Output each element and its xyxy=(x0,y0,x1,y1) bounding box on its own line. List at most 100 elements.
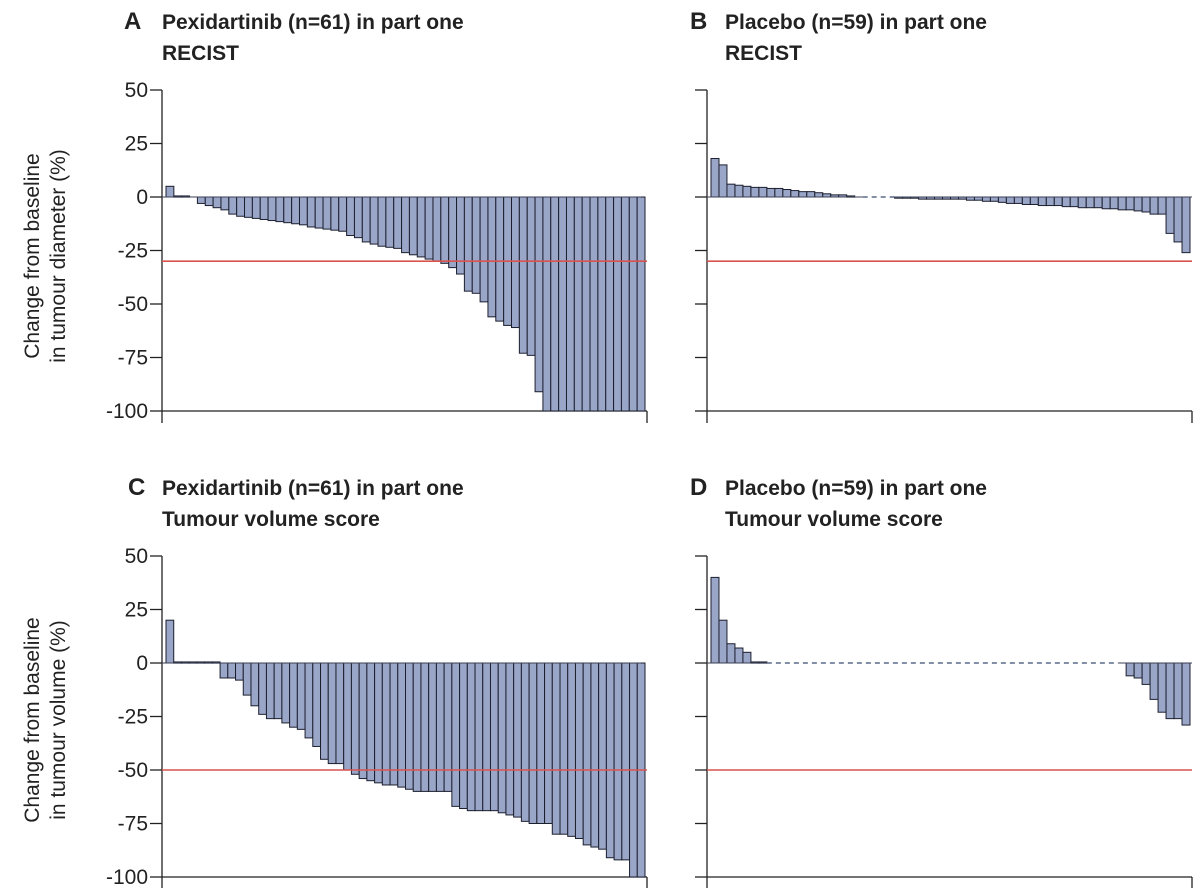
panel-a-bar xyxy=(291,196,300,225)
panel-d-bar xyxy=(1181,662,1191,726)
panel-c-ytick-label: 50 xyxy=(125,545,148,568)
panel-a-title-line1: Pexidartinib (n=61) in part one xyxy=(162,11,464,34)
panel-c-bar xyxy=(528,662,538,824)
panel-d-title-line2: Tumour volume score xyxy=(725,508,943,531)
panel-c-bar xyxy=(366,662,376,782)
panel-a-bar xyxy=(220,196,230,211)
panel-a-bar xyxy=(613,196,622,412)
panel-c-bar xyxy=(489,662,499,812)
panel-b-title-line1: Placebo (n=59) in part one xyxy=(725,11,987,34)
panel-a-bar xyxy=(589,196,599,412)
panel-a-bar xyxy=(314,196,324,229)
panel-b-bar xyxy=(718,164,728,198)
panel-a-bar xyxy=(518,196,528,354)
panel-c-bar xyxy=(567,662,576,837)
panel-c-bar xyxy=(559,662,569,835)
panel-c-ytick-label: -100 xyxy=(106,866,148,888)
panel-b-bar xyxy=(1165,196,1175,234)
panel-b-bar xyxy=(1157,196,1167,215)
panel-a-ytick-label: -100 xyxy=(106,400,148,423)
panel-c-bar xyxy=(227,662,237,679)
panel-a-ytick-label: -25 xyxy=(118,240,148,263)
panel-d-title-line1: Placebo (n=59) in part one xyxy=(725,477,987,500)
panel-c-bar xyxy=(312,662,322,747)
panel-c-bar xyxy=(536,662,546,824)
panel-b-bar xyxy=(758,186,768,198)
panel-a-ytick-label: 25 xyxy=(125,133,148,156)
panel-c-bar xyxy=(513,662,522,818)
panel-c-ytick-label: -75 xyxy=(118,813,148,836)
panel-c-bar xyxy=(551,662,561,835)
panel-a-bar xyxy=(479,196,489,303)
panel-c-bar xyxy=(258,662,267,715)
panel-a-bar xyxy=(204,196,214,207)
panel-a-bar xyxy=(628,196,638,412)
panel-b-bar xyxy=(989,196,999,202)
panel-d-bar xyxy=(1173,662,1183,720)
panel-c-bar xyxy=(505,662,515,816)
panel-c-bar xyxy=(219,662,229,679)
panel-c-bar xyxy=(621,662,631,861)
panel-a-bar xyxy=(448,196,458,269)
panel-a-bar xyxy=(244,196,253,218)
panel-a-bar xyxy=(353,196,363,239)
panel-c-ytick-label: -50 xyxy=(118,759,148,782)
panel-c-ytick-label: 0 xyxy=(136,652,148,675)
panel-a-bar xyxy=(165,185,175,198)
panel-a-ytick-label: -50 xyxy=(118,293,148,316)
panel-c-bar xyxy=(296,662,306,730)
panel-a-bar xyxy=(275,196,285,223)
panel-c-ytick-label: -25 xyxy=(118,706,148,729)
panel-c-bar xyxy=(582,662,592,846)
panel-a-bar xyxy=(298,196,308,226)
panel-c-bar xyxy=(289,662,298,728)
panel-c-bar xyxy=(435,662,445,792)
panel-c-bar xyxy=(304,662,314,739)
panel-b-bar xyxy=(790,190,800,198)
panel-d-bar xyxy=(742,651,752,664)
panel-a-bar xyxy=(236,196,246,217)
panel-c-bar xyxy=(242,662,252,696)
panel-c-bar xyxy=(235,662,244,681)
panel-b-letter: B xyxy=(690,8,708,35)
panel-c-bar xyxy=(374,662,383,784)
panel-d-bar xyxy=(1157,662,1167,713)
panel-c-bar xyxy=(482,662,491,812)
panel-c-bar xyxy=(165,619,175,664)
panel-a-bar xyxy=(408,196,418,256)
panel-a-bar xyxy=(432,196,442,262)
panel-a-bar xyxy=(228,196,238,215)
panel-b-bar xyxy=(742,185,752,198)
panel-c-bar xyxy=(451,662,461,807)
panel-a-bar xyxy=(251,196,261,219)
panel-b-bar xyxy=(1013,196,1023,204)
panel-b-bar xyxy=(1093,196,1103,209)
panel-c-bar xyxy=(412,662,422,792)
panel-b-bar xyxy=(1037,196,1047,207)
panel-c-bar xyxy=(250,662,260,707)
panel-c-bar xyxy=(474,662,484,812)
panel-a-bar xyxy=(534,196,544,393)
panel-a-bar xyxy=(605,196,615,412)
panel-b-bar xyxy=(1125,196,1135,211)
panel-a-bar xyxy=(471,196,481,294)
panel-a-bar xyxy=(620,196,630,412)
panel-c-bar xyxy=(590,662,600,848)
panel-d-bar xyxy=(1141,662,1151,685)
panel-c-bar xyxy=(605,662,615,859)
panel-b-bar xyxy=(1085,196,1095,209)
panel-a-bar xyxy=(259,196,269,220)
panel-c-bar xyxy=(265,662,275,720)
panel-a-bar xyxy=(487,196,497,318)
panel-b-bar xyxy=(806,191,816,198)
panel-a-ytick-label: 0 xyxy=(136,186,148,209)
panel-c-bar xyxy=(466,662,476,812)
panel-b-bar xyxy=(814,192,824,198)
panel-c-bar xyxy=(320,662,329,760)
panel-a-bar xyxy=(385,196,395,248)
panel-b-bar xyxy=(774,187,784,198)
panel-a-bar xyxy=(416,196,426,258)
panel-b-bar xyxy=(1149,196,1159,215)
panel-a-bar xyxy=(322,196,332,230)
